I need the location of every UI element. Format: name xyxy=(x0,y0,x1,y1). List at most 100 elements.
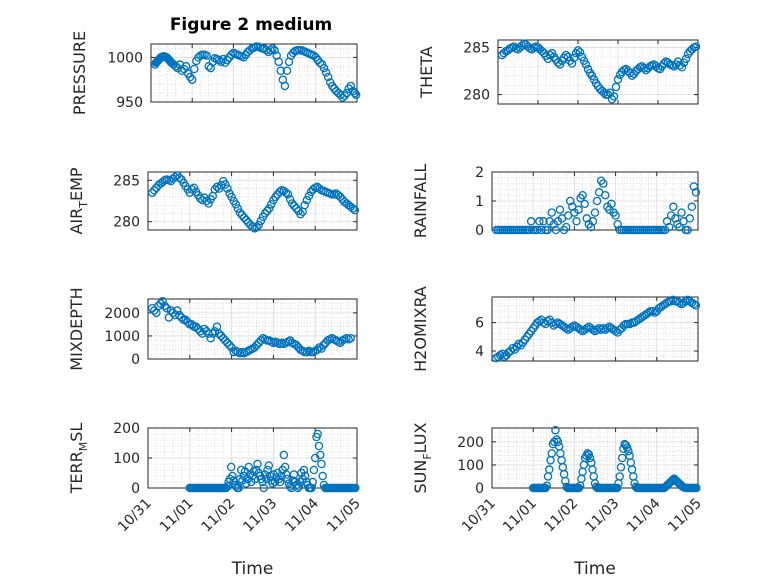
y-tick-label: 2 xyxy=(475,165,484,181)
data-point xyxy=(539,217,548,226)
data-point xyxy=(206,333,215,343)
data-point xyxy=(280,81,290,91)
series-markers xyxy=(491,176,701,235)
data-point xyxy=(689,299,699,309)
data-point xyxy=(585,453,595,463)
subplot-air_temp: 280 285 AIRTEMP xyxy=(67,167,360,235)
data-point xyxy=(524,225,534,235)
data-point xyxy=(607,199,616,209)
data-point xyxy=(264,461,274,470)
subplot-theta: 280 285 THETA xyxy=(417,39,701,105)
data-point xyxy=(561,324,571,333)
data-point xyxy=(664,222,674,232)
data-point xyxy=(598,324,608,333)
data-point xyxy=(233,204,243,213)
data-point xyxy=(241,215,251,225)
data-point xyxy=(253,459,262,469)
data-point xyxy=(551,319,561,329)
data-point xyxy=(177,313,186,322)
data-point xyxy=(285,195,295,204)
data-point xyxy=(533,225,542,235)
y-axis-label: TERRMSL xyxy=(67,423,90,495)
data-point xyxy=(613,219,622,229)
data-point xyxy=(561,222,571,232)
data-point xyxy=(292,340,301,350)
data-point xyxy=(304,191,314,201)
data-point xyxy=(195,327,205,336)
y-axis-label-rest: SL xyxy=(67,423,86,442)
data-point xyxy=(586,222,596,232)
y-tick-label: 200 xyxy=(113,421,140,437)
x-axis-label: Time xyxy=(573,559,616,579)
series-markers xyxy=(497,39,701,104)
data-point xyxy=(223,338,232,348)
data-point xyxy=(279,450,289,460)
y-axis-label-main: TERR xyxy=(67,451,86,494)
data-point xyxy=(543,316,552,326)
data-point xyxy=(578,190,587,200)
data-point xyxy=(611,211,620,220)
data-point xyxy=(237,210,247,220)
data-point xyxy=(319,63,329,73)
data-point xyxy=(612,483,622,493)
subplot-h2omixra: 4 6 H2OMIXRA xyxy=(411,286,701,372)
data-point xyxy=(535,217,544,226)
y-axis-label-subscript: T xyxy=(77,201,90,209)
data-point xyxy=(252,340,261,350)
data-point xyxy=(671,214,680,223)
data-point xyxy=(616,462,626,472)
axes-box xyxy=(497,39,699,105)
data-point xyxy=(183,317,192,327)
data-point xyxy=(537,225,546,235)
data-point xyxy=(668,475,678,485)
y-tick-label: 200 xyxy=(457,435,484,451)
data-point xyxy=(300,200,309,210)
data-point xyxy=(296,210,305,219)
data-point xyxy=(669,202,678,212)
data-point xyxy=(545,50,555,60)
data-point xyxy=(517,41,527,50)
data-point xyxy=(315,58,325,67)
y-axis-label: SUNFLUX xyxy=(411,422,434,493)
data-point xyxy=(508,343,517,353)
data-point xyxy=(164,55,174,65)
data-point xyxy=(542,481,552,490)
data-point xyxy=(561,50,571,60)
data-point xyxy=(266,45,275,55)
data-point xyxy=(160,301,169,311)
data-point xyxy=(302,195,312,205)
data-point xyxy=(691,188,701,197)
data-point xyxy=(250,343,259,352)
data-point xyxy=(221,336,230,345)
y-tick-label: 285 xyxy=(463,41,490,57)
series-markers xyxy=(185,429,360,493)
y-tick-label: 0 xyxy=(475,223,484,239)
data-point xyxy=(581,60,591,69)
data-point xyxy=(691,301,701,310)
y-tick-label: 1 xyxy=(475,194,484,210)
data-point xyxy=(543,225,552,235)
data-point xyxy=(193,324,203,334)
data-point xyxy=(187,185,197,194)
data-point xyxy=(216,181,226,190)
data-point xyxy=(283,190,293,199)
data-point xyxy=(175,173,184,183)
data-point xyxy=(260,209,270,218)
y-axis-label-main: AIR xyxy=(67,208,86,235)
series-markers xyxy=(491,295,701,363)
data-point xyxy=(594,324,604,333)
data-point xyxy=(572,217,581,226)
data-point xyxy=(181,315,190,325)
data-point xyxy=(260,470,270,479)
data-point xyxy=(216,331,226,341)
data-point xyxy=(227,192,236,202)
data-point xyxy=(568,322,577,332)
y-tick-label: 2000 xyxy=(104,306,140,322)
y-tick-label: 100 xyxy=(113,451,140,467)
data-point xyxy=(681,297,690,306)
data-point xyxy=(271,192,280,202)
data-point xyxy=(299,465,309,475)
data-point xyxy=(574,205,583,214)
